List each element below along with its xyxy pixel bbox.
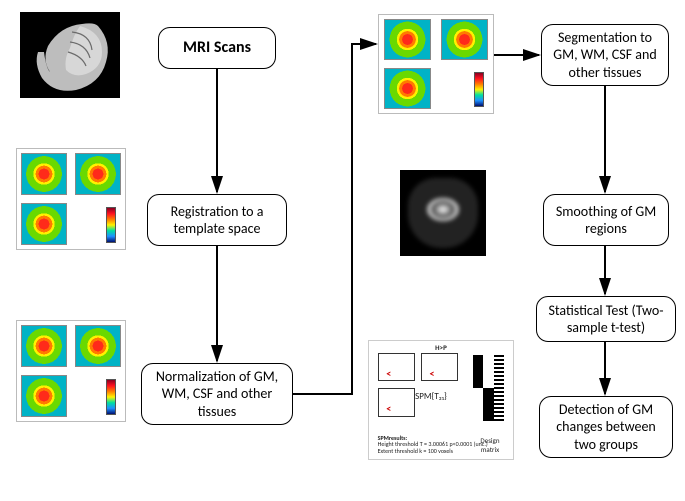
flow-arrows: [0, 0, 685, 501]
